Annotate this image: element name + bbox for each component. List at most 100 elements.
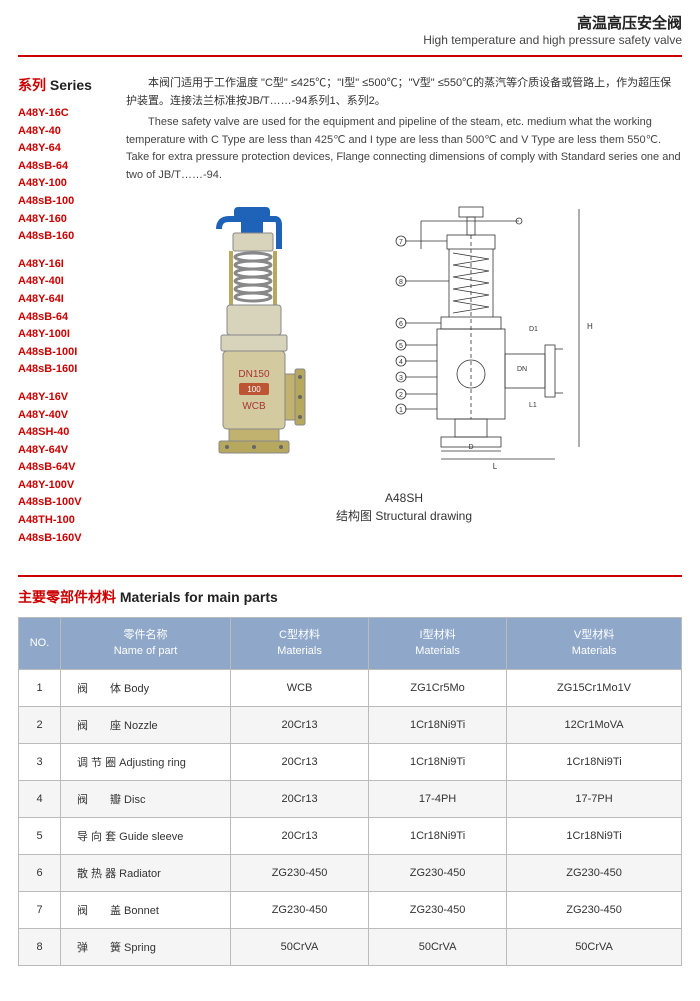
cell-i: 17-4PH bbox=[369, 781, 507, 818]
table-row: 7阀 盖 BonnetZG230-450ZG230-450ZG230-450 bbox=[19, 892, 682, 929]
cell-v: ZG15Cr1Mo1V bbox=[507, 670, 682, 707]
cell-c: 20Cr13 bbox=[231, 781, 369, 818]
caption-model: A48SH bbox=[126, 489, 682, 507]
series-title-cn: 系列 bbox=[18, 77, 46, 93]
series-item: A48sB-100V bbox=[18, 494, 108, 512]
series-item: A48sB-100I bbox=[18, 344, 108, 362]
cell-no: 2 bbox=[19, 707, 61, 744]
materials-title: 主要零部件材料 Materials for main parts bbox=[18, 587, 682, 607]
cell-name: 调 节 圈 Adjusting ring bbox=[61, 744, 231, 781]
description-column: 本阀门适用于工作温度 "C型" ≤425℃；"I型" ≤500℃；"V型" ≤5… bbox=[126, 75, 682, 557]
table-row: 2阀 座 Nozzle20Cr131Cr18Ni9Ti12Cr1MoVA bbox=[19, 707, 682, 744]
col-no: NO. bbox=[19, 618, 61, 670]
cell-no: 6 bbox=[19, 855, 61, 892]
structural-drawing: 1 2 3 4 5 6 7 8 H L bbox=[349, 199, 629, 479]
svg-text:D: D bbox=[468, 444, 473, 451]
series-item: A48Y-40 bbox=[18, 123, 108, 141]
series-item: A48Y-40V bbox=[18, 407, 108, 425]
materials-table: NO. 零件名称Name of part C型材料Materials I型材料M… bbox=[18, 617, 682, 966]
series-item: A48SH-40 bbox=[18, 424, 108, 442]
svg-text:1: 1 bbox=[399, 407, 403, 414]
series-item: A48sB-100 bbox=[18, 193, 108, 211]
description-en: These safety valve are used for the equi… bbox=[126, 114, 682, 184]
series-item: A48Y-64I bbox=[18, 291, 108, 309]
series-item: A48Y-100V bbox=[18, 477, 108, 495]
table-row: 1阀 体 BodyWCBZG1Cr5MoZG15Cr1Mo1V bbox=[19, 670, 682, 707]
col-c: C型材料Materials bbox=[231, 618, 369, 670]
svg-text:DN: DN bbox=[517, 366, 527, 373]
cell-c: 20Cr13 bbox=[231, 818, 369, 855]
cell-c: WCB bbox=[231, 670, 369, 707]
svg-text:100: 100 bbox=[247, 385, 261, 394]
cell-i: 1Cr18Ni9Ti bbox=[369, 707, 507, 744]
table-header-row: NO. 零件名称Name of part C型材料Materials I型材料M… bbox=[19, 618, 682, 670]
cell-v: 1Cr18Ni9Ti bbox=[507, 744, 682, 781]
svg-text:8: 8 bbox=[399, 279, 403, 286]
series-item: A48Y-64V bbox=[18, 442, 108, 460]
materials-title-en: Materials for main parts bbox=[120, 589, 278, 605]
series-item: A48sB-64 bbox=[18, 309, 108, 327]
cell-c: ZG230-450 bbox=[231, 855, 369, 892]
top-content: 系列 Series A48Y-16CA48Y-40A48Y-64A48sB-64… bbox=[18, 75, 682, 557]
cell-name: 散 热 器 Radiator bbox=[61, 855, 231, 892]
title-en: High temperature and high pressure safet… bbox=[18, 33, 682, 47]
table-row: 3调 节 圈 Adjusting ring20Cr131Cr18Ni9Ti1Cr… bbox=[19, 744, 682, 781]
cell-name: 阀 体 Body bbox=[61, 670, 231, 707]
cell-c: 20Cr13 bbox=[231, 744, 369, 781]
table-row: 4阀 瓣 Disc20Cr1317-4PH17-7PH bbox=[19, 781, 682, 818]
cell-i: 1Cr18Ni9Ti bbox=[369, 818, 507, 855]
product-photo: DN150 100 WCB bbox=[179, 199, 329, 479]
series-item: A48sB-160V bbox=[18, 530, 108, 548]
series-item: A48Y-100 bbox=[18, 175, 108, 193]
cell-v: 50CrVA bbox=[507, 929, 682, 966]
svg-text:6: 6 bbox=[399, 321, 403, 328]
svg-text:3: 3 bbox=[399, 375, 403, 382]
svg-text:L1: L1 bbox=[529, 402, 537, 409]
cell-v: 17-7PH bbox=[507, 781, 682, 818]
caption-text: 结构图 Structural drawing bbox=[126, 507, 682, 525]
svg-text:DN150: DN150 bbox=[238, 369, 270, 380]
cell-v: 12Cr1MoVA bbox=[507, 707, 682, 744]
svg-text:7: 7 bbox=[399, 239, 403, 246]
cell-i: ZG1Cr5Mo bbox=[369, 670, 507, 707]
cell-i: ZG230-450 bbox=[369, 855, 507, 892]
series-column: 系列 Series A48Y-16CA48Y-40A48Y-64A48sB-64… bbox=[18, 75, 108, 557]
series-group: A48Y-16IA48Y-40IA48Y-64IA48sB-64A48Y-100… bbox=[18, 256, 108, 379]
series-item: A48sB-64 bbox=[18, 158, 108, 176]
cell-i: 1Cr18Ni9Ti bbox=[369, 744, 507, 781]
series-item: A48Y-160 bbox=[18, 211, 108, 229]
table-row: 6散 热 器 RadiatorZG230-450ZG230-450ZG230-4… bbox=[19, 855, 682, 892]
series-group: A48Y-16VA48Y-40VA48SH-40A48Y-64VA48sB-64… bbox=[18, 389, 108, 547]
series-item: A48sB-160I bbox=[18, 361, 108, 379]
series-item: A48sB-160 bbox=[18, 228, 108, 246]
col-name: 零件名称Name of part bbox=[61, 618, 231, 670]
svg-text:4: 4 bbox=[399, 359, 403, 366]
materials-title-cn: 主要零部件材料 bbox=[18, 589, 116, 605]
series-item: A48Y-100I bbox=[18, 326, 108, 344]
cell-no: 7 bbox=[19, 892, 61, 929]
series-list: A48Y-16CA48Y-40A48Y-64A48sB-64A48Y-100A4… bbox=[18, 105, 108, 547]
cell-no: 3 bbox=[19, 744, 61, 781]
page-header: 高温高压安全阀 High temperature and high pressu… bbox=[18, 12, 682, 57]
series-item: A48Y-16C bbox=[18, 105, 108, 123]
series-item: A48sB-64V bbox=[18, 459, 108, 477]
svg-text:5: 5 bbox=[399, 343, 403, 350]
series-group: A48Y-16CA48Y-40A48Y-64A48sB-64A48Y-100A4… bbox=[18, 105, 108, 246]
svg-text:2: 2 bbox=[399, 392, 403, 399]
cell-no: 5 bbox=[19, 818, 61, 855]
figure-caption: A48SH 结构图 Structural drawing bbox=[126, 489, 682, 525]
cell-v: ZG230-450 bbox=[507, 892, 682, 929]
description-cn: 本阀门适用于工作温度 "C型" ≤425℃；"I型" ≤500℃；"V型" ≤5… bbox=[126, 75, 682, 110]
table-row: 8弹 簧 Spring50CrVA50CrVA50CrVA bbox=[19, 929, 682, 966]
table-row: 5导 向 套 Guide sleeve20Cr131Cr18Ni9Ti1Cr18… bbox=[19, 818, 682, 855]
col-v: V型材料Materials bbox=[507, 618, 682, 670]
col-i: I型材料Materials bbox=[369, 618, 507, 670]
page: 高温高压安全阀 High temperature and high pressu… bbox=[0, 0, 700, 978]
cell-c: ZG230-450 bbox=[231, 892, 369, 929]
cell-name: 导 向 套 Guide sleeve bbox=[61, 818, 231, 855]
figures-row: DN150 100 WCB bbox=[126, 199, 682, 479]
cell-c: 50CrVA bbox=[231, 929, 369, 966]
series-item: A48Y-40I bbox=[18, 273, 108, 291]
cell-i: ZG230-450 bbox=[369, 892, 507, 929]
cell-c: 20Cr13 bbox=[231, 707, 369, 744]
